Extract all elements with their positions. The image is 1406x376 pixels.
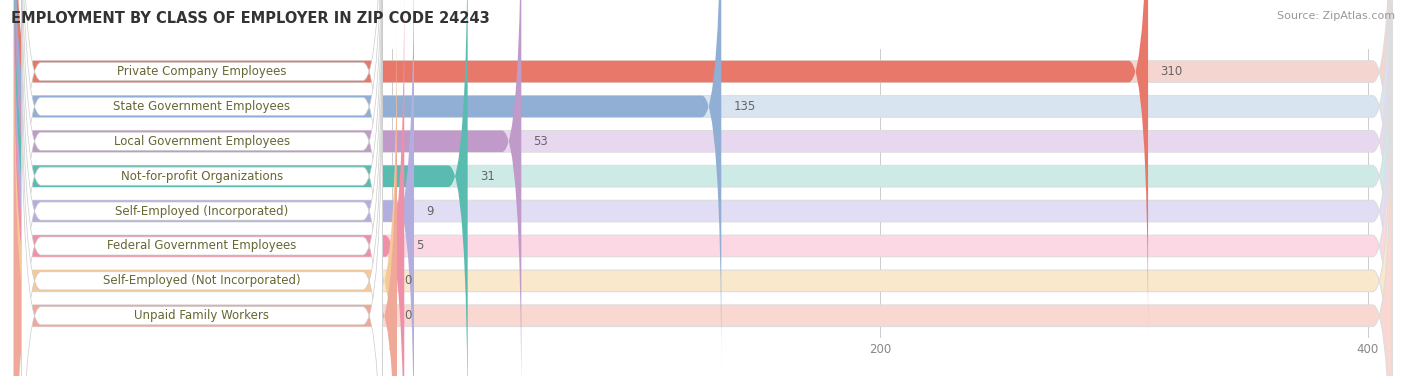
FancyBboxPatch shape [14, 13, 1392, 376]
FancyBboxPatch shape [14, 47, 396, 376]
FancyBboxPatch shape [14, 0, 1392, 376]
FancyBboxPatch shape [21, 0, 382, 376]
FancyBboxPatch shape [14, 0, 721, 374]
FancyBboxPatch shape [14, 0, 522, 376]
FancyBboxPatch shape [21, 0, 382, 376]
FancyBboxPatch shape [21, 0, 382, 376]
Text: Source: ZipAtlas.com: Source: ZipAtlas.com [1277, 11, 1395, 21]
Text: 5: 5 [416, 240, 423, 252]
Text: 0: 0 [405, 309, 412, 322]
FancyBboxPatch shape [21, 46, 382, 376]
Text: 53: 53 [533, 135, 548, 148]
FancyBboxPatch shape [14, 0, 1392, 376]
Text: Not-for-profit Organizations: Not-for-profit Organizations [121, 170, 283, 183]
Text: Federal Government Employees: Federal Government Employees [107, 240, 297, 252]
Text: 135: 135 [734, 100, 756, 113]
Text: Unpaid Family Workers: Unpaid Family Workers [135, 309, 270, 322]
Text: 310: 310 [1160, 65, 1182, 78]
Text: Private Company Employees: Private Company Employees [117, 65, 287, 78]
FancyBboxPatch shape [14, 0, 1149, 340]
Text: 9: 9 [426, 205, 433, 218]
Text: 0: 0 [405, 274, 412, 287]
Text: EMPLOYMENT BY CLASS OF EMPLOYER IN ZIP CODE 24243: EMPLOYMENT BY CLASS OF EMPLOYER IN ZIP C… [11, 11, 491, 26]
Text: Local Government Employees: Local Government Employees [114, 135, 290, 148]
Text: State Government Employees: State Government Employees [114, 100, 291, 113]
FancyBboxPatch shape [14, 0, 405, 376]
Text: Self-Employed (Not Incorporated): Self-Employed (Not Incorporated) [103, 274, 301, 287]
Text: 31: 31 [479, 170, 495, 183]
FancyBboxPatch shape [14, 47, 1392, 376]
FancyBboxPatch shape [14, 0, 413, 376]
FancyBboxPatch shape [14, 0, 1392, 374]
FancyBboxPatch shape [21, 0, 382, 341]
FancyBboxPatch shape [14, 13, 396, 376]
FancyBboxPatch shape [14, 0, 1392, 376]
FancyBboxPatch shape [14, 0, 1392, 340]
FancyBboxPatch shape [21, 0, 382, 376]
Text: Self-Employed (Incorporated): Self-Employed (Incorporated) [115, 205, 288, 218]
FancyBboxPatch shape [14, 0, 468, 376]
FancyBboxPatch shape [14, 0, 1392, 376]
FancyBboxPatch shape [21, 11, 382, 376]
FancyBboxPatch shape [21, 0, 382, 376]
